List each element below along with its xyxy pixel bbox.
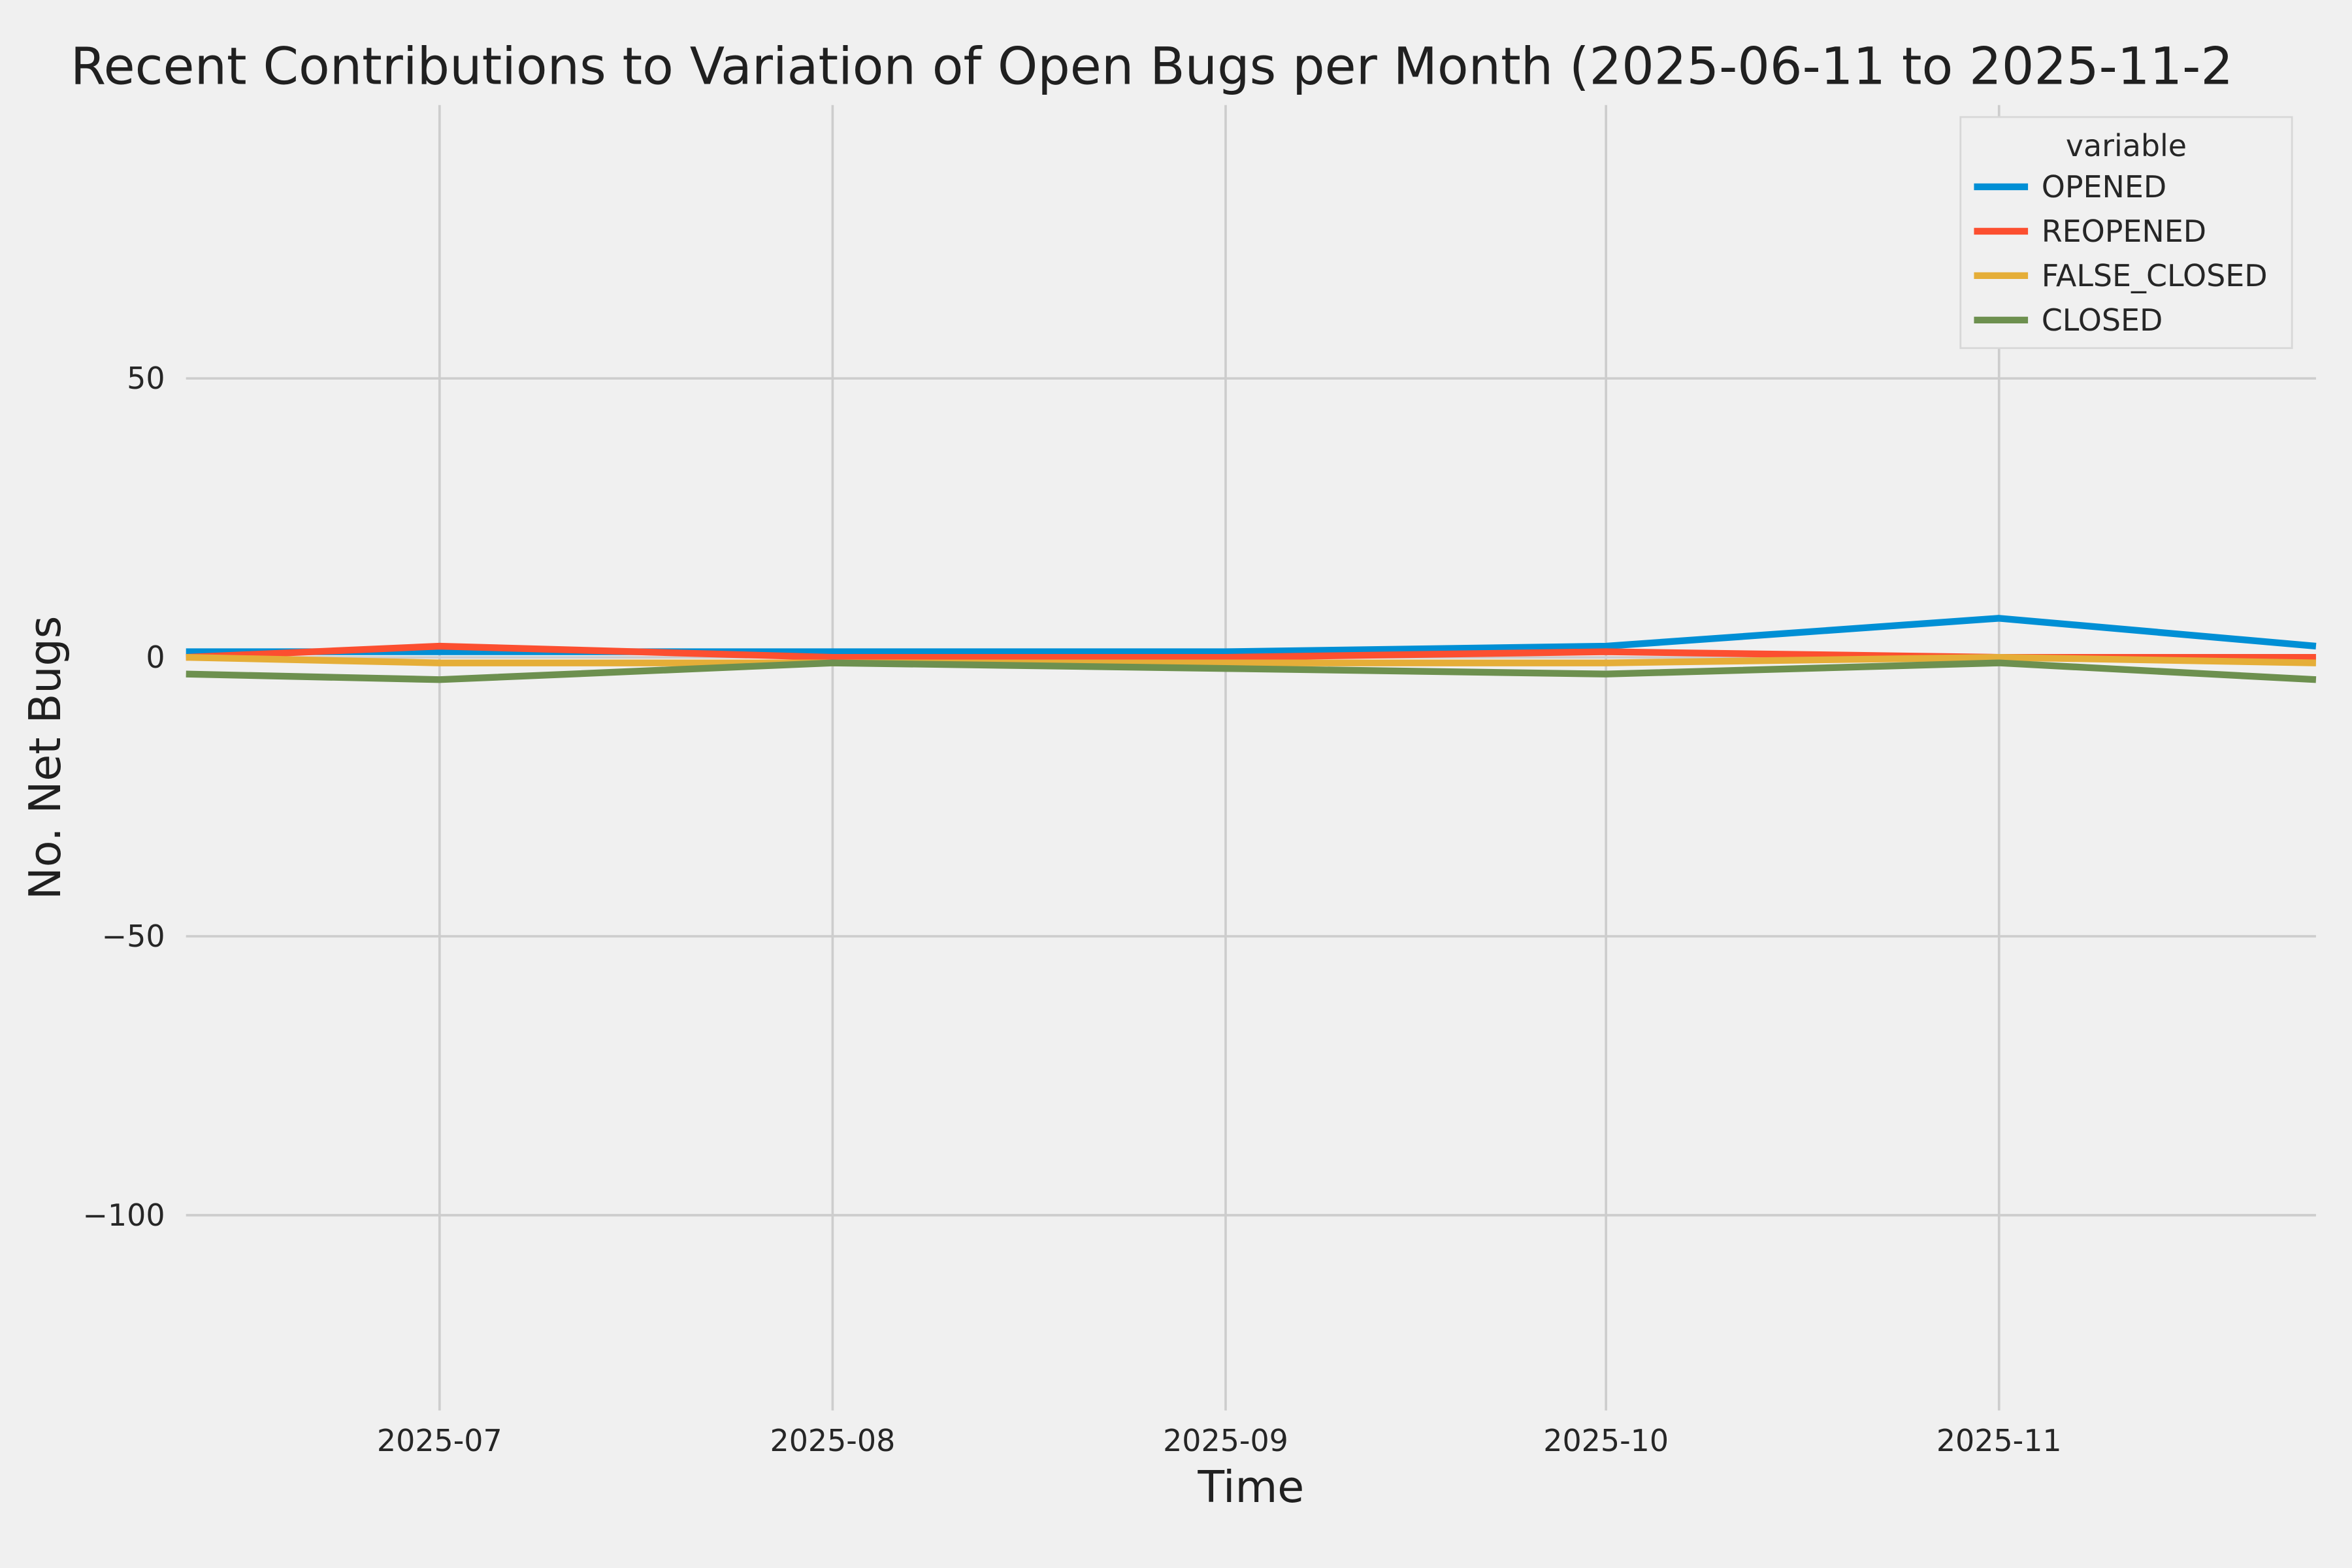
legend-label-reopened: REOPENED — [2042, 214, 2206, 249]
chart-title: Recent Contributions to Variation of Ope… — [71, 38, 2233, 97]
legend-label-false-closed: FALSE_CLOSED — [2042, 258, 2268, 293]
x-tick-label: 2025-11 — [1936, 1423, 2062, 1458]
y-tick-label: 0 — [146, 640, 165, 675]
legend: variable OPENED REOPENED FALSE_CLOSED CLOSED — [1959, 116, 2293, 350]
legend-label-opened: OPENED — [2042, 169, 2166, 204]
gridlines — [186, 105, 2316, 1411]
x-tick-label: 2025-08 — [770, 1423, 896, 1458]
x-axis-label: Time — [1197, 1462, 1304, 1512]
legend-title: variable — [2066, 128, 2187, 163]
x-tick-label: 2025-07 — [377, 1423, 502, 1458]
series-line-false-closed — [186, 653, 2316, 666]
y-tick-label: 50 — [127, 361, 165, 396]
x-tick-label: 2025-10 — [1543, 1423, 1669, 1458]
y-tick-label: −100 — [82, 1198, 165, 1233]
x-tick-label: 2025-09 — [1163, 1423, 1288, 1458]
series-line-closed — [186, 659, 2317, 683]
series-line-opened — [186, 615, 2317, 655]
x-tick-labels: 2025-07 2025-08 2025-09 2025-10 2025-11 — [377, 1423, 2062, 1458]
y-tick-label: −50 — [102, 919, 165, 954]
series-lines — [186, 615, 2317, 683]
legend-label-closed: CLOSED — [2042, 302, 2163, 338]
y-tick-labels: 50 0 −50 −100 — [82, 361, 165, 1233]
y-axis-label: No. Net Bugs — [20, 616, 71, 900]
